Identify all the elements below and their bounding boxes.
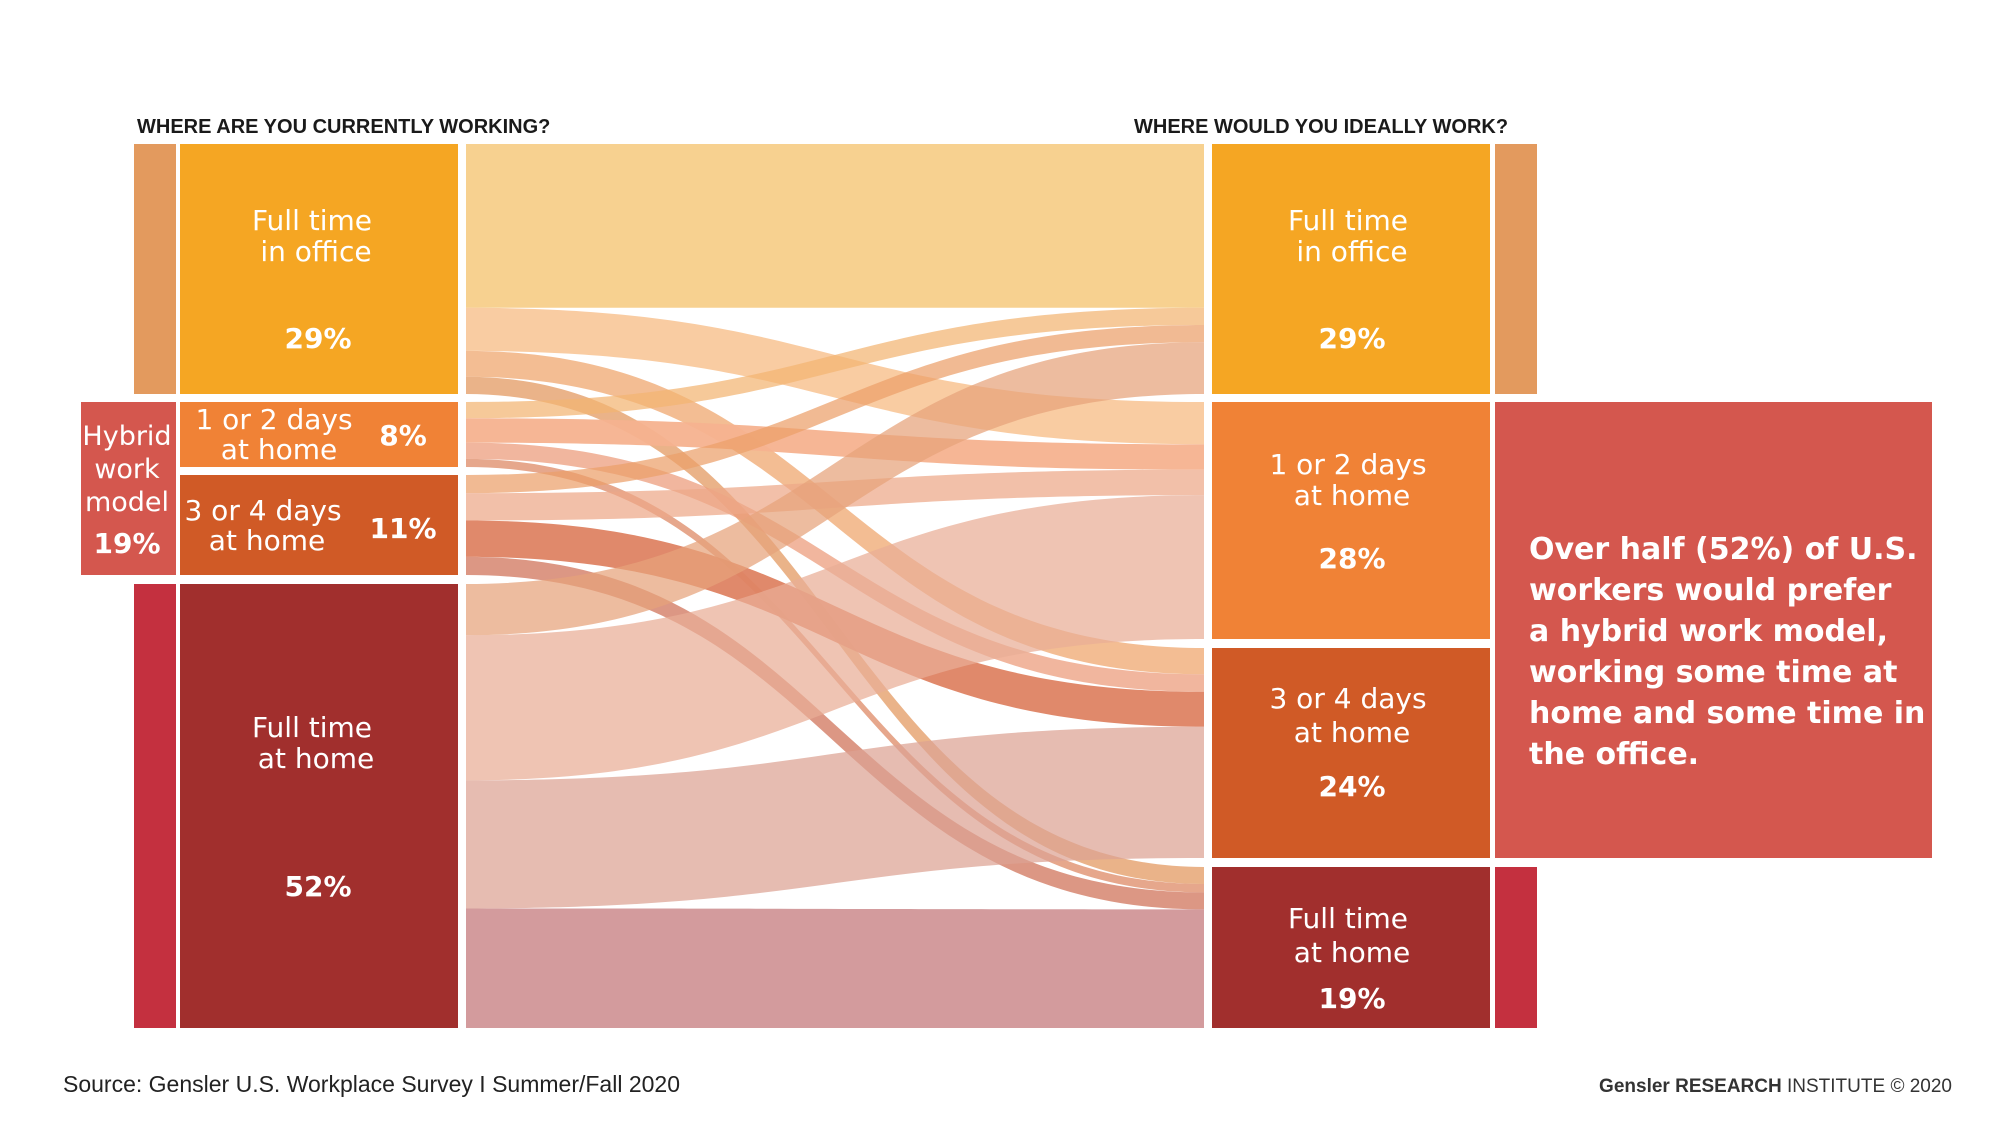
callout-line-5: home and some time in [1529, 696, 1925, 731]
right-home-value: 19% [1318, 982, 1385, 1015]
right-home-line-2: at home [1294, 936, 1410, 969]
left-h12-line-1: 1 or 2 days [195, 403, 352, 436]
callout-line-3: a hybrid work model, [1529, 614, 1888, 649]
left-node-home [180, 584, 458, 1028]
credit-brand: Gensler [1599, 1076, 1670, 1097]
flow-h12-to-office [466, 307, 1204, 419]
left-home-line-1: Full time [252, 711, 372, 744]
flow-h12-to-h12 [466, 418, 1204, 470]
left-node-h12 [180, 402, 458, 467]
callout-line-2: workers would prefer [1529, 573, 1892, 608]
flow-h34-to-office [466, 325, 1204, 494]
left-node-office [180, 144, 458, 394]
right-h12-line-2: at home [1294, 479, 1410, 512]
right-h12-value: 28% [1318, 542, 1385, 575]
left-office-value: 29% [284, 322, 351, 355]
flows-layer [466, 144, 1204, 1028]
right-node-h12 [1212, 402, 1490, 639]
right-h12-line-1: 1 or 2 days [1269, 448, 1426, 481]
callout-box [1495, 402, 1932, 858]
source-note: Source: Gensler U.S. Workplace Survey I … [63, 1071, 680, 1097]
flow-h34-to-home [466, 556, 1204, 910]
left-office-line-1: Full time [252, 204, 372, 237]
left-home-bar [134, 584, 176, 1028]
right-node-home [1212, 867, 1490, 1028]
left-h34-value: 11% [369, 512, 436, 545]
callout-line-4: working some time at [1529, 655, 1897, 690]
left-node-h34 [180, 475, 458, 575]
credit-bold: RESEARCH [1675, 1076, 1782, 1097]
hybrid-left-line-1: Hybrid [82, 421, 171, 452]
right-office-line-2: in office [1296, 235, 1407, 268]
right-home-line-1: Full time [1288, 902, 1408, 935]
hybrid-left-line-2: work [94, 454, 160, 485]
credit-rest: INSTITUTE © 2020 [1787, 1076, 1952, 1097]
left-h12-line-2: at home [221, 433, 337, 466]
callout-line-1: Over half (52%) of U.S. [1529, 532, 1918, 567]
right-h34-line-2: at home [1294, 716, 1410, 749]
left-office-line-2: in office [260, 235, 371, 268]
hybrid-left-line-3: model [85, 487, 169, 518]
right-header: WHERE WOULD YOU IDEALLY WORK? [1134, 116, 1508, 138]
left-header: WHERE ARE YOU CURRENTLY WORKING? [137, 116, 550, 138]
hybrid-left-box [81, 402, 176, 575]
left-home-line-2: at home [258, 742, 374, 775]
right-node-office [1212, 144, 1490, 394]
flow-office-to-office [466, 144, 1204, 308]
right-office-value: 29% [1318, 322, 1385, 355]
hybrid-left-value: 19% [93, 527, 160, 560]
right-h34-line-1: 3 or 4 days [1269, 682, 1426, 715]
flow-home-to-office [466, 342, 1204, 636]
callout-line-6: the office. [1529, 737, 1699, 772]
credit-line: Gensler RESEARCH INSTITUTE © 2020 [1599, 1076, 1952, 1097]
right-home-bar [1495, 867, 1537, 1028]
right-h34-value: 24% [1318, 770, 1385, 803]
right-office-line-1: Full time [1288, 204, 1408, 237]
left-h34-line-2: at home [209, 524, 325, 557]
right-node-h34 [1212, 648, 1490, 858]
left-home-value: 52% [284, 870, 351, 903]
flow-home-to-home [466, 908, 1204, 1028]
right-office-bar [1495, 144, 1537, 394]
flow-home-to-h12 [466, 495, 1204, 781]
left-h12-value: 8% [379, 419, 427, 452]
left-office-bar [134, 144, 176, 394]
flow-home-to-h34 [466, 726, 1204, 909]
left-h34-line-1: 3 or 4 days [184, 494, 341, 527]
